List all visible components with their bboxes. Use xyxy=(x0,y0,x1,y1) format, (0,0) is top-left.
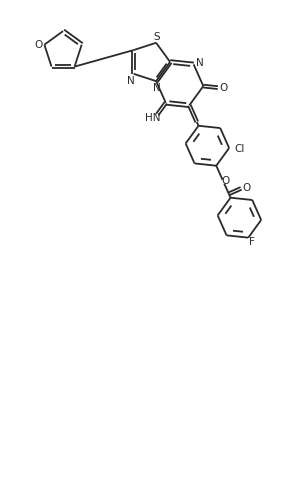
Text: S: S xyxy=(153,31,160,42)
Text: O: O xyxy=(220,83,228,93)
Text: O: O xyxy=(34,40,42,50)
Text: Cl: Cl xyxy=(235,144,245,154)
Text: N: N xyxy=(127,76,135,86)
Text: F: F xyxy=(248,237,254,247)
Text: N: N xyxy=(153,83,160,93)
Text: N: N xyxy=(196,58,204,68)
Text: O: O xyxy=(243,183,251,193)
Text: O: O xyxy=(221,176,229,186)
Text: HN: HN xyxy=(145,113,160,123)
